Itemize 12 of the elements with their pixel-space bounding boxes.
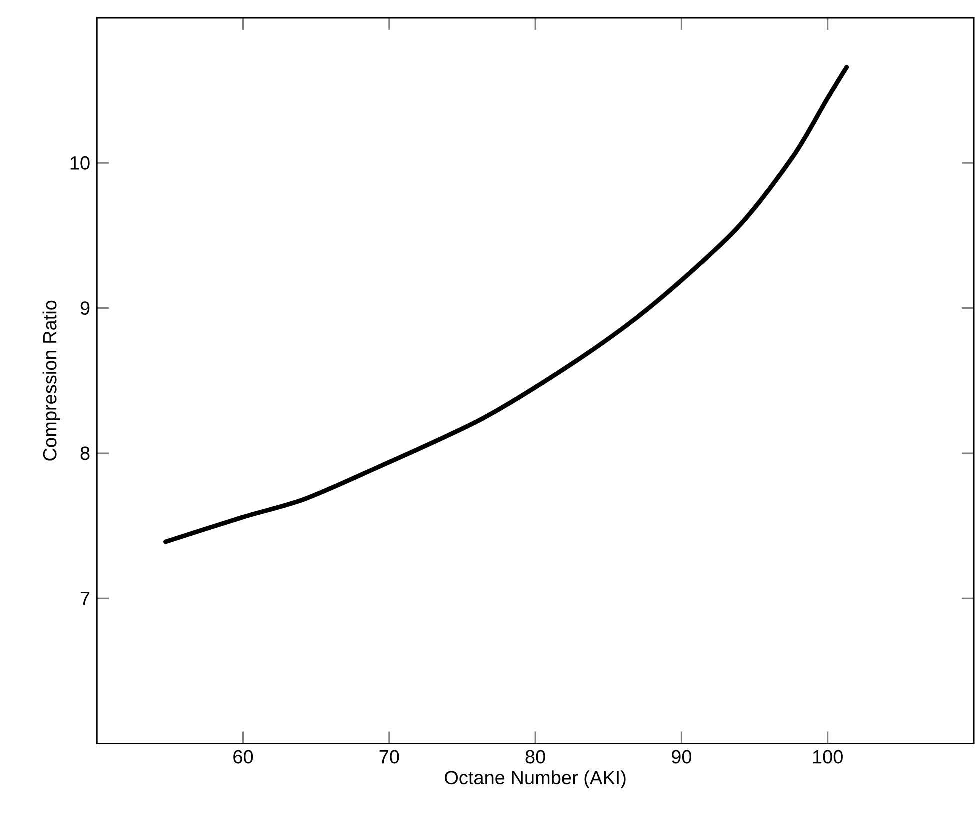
y-tick-label: 8: [80, 446, 90, 460]
y-tick-label: 9: [80, 302, 90, 316]
x-tick-label: 70: [380, 750, 400, 764]
line-series: [164, 65, 850, 544]
x-tick-label: 80: [526, 750, 546, 764]
x-tick-label: 60: [234, 750, 254, 764]
x-tick-label: 90: [672, 750, 692, 764]
x-tick-label: 100: [813, 750, 843, 764]
y-tick-label: 7: [80, 592, 90, 606]
y-axis-title: Compression Ratio: [42, 300, 61, 461]
x-axis-title: Octane Number (AKI): [445, 770, 626, 788]
y-tick-label: 10: [70, 156, 90, 170]
